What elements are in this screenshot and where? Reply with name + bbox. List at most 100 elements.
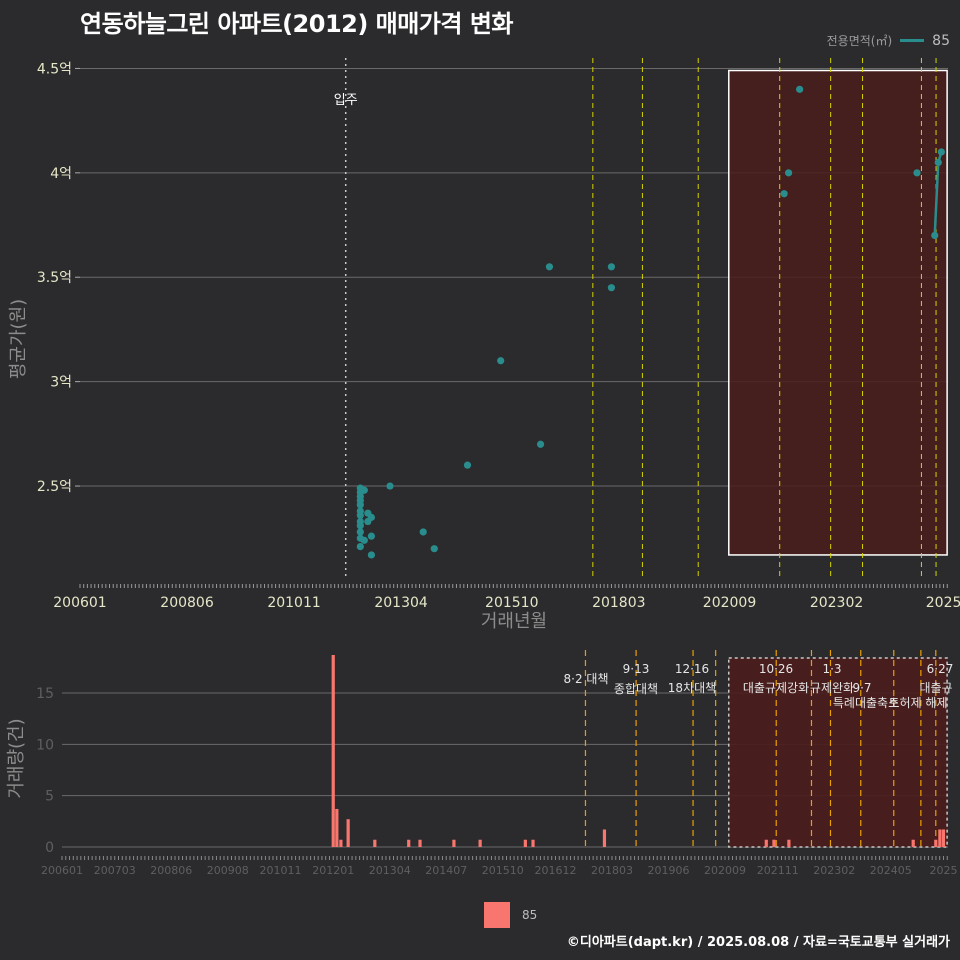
scatter-point: [419, 528, 427, 536]
bar-highlight-box: [728, 657, 948, 848]
scatter-point: [360, 536, 368, 544]
scatter-y-tick-label: 4.5억: [37, 61, 72, 77]
scatter-x-tick-label: 202009: [703, 595, 756, 611]
bar-x-tick-label: 202302: [813, 864, 855, 877]
scatter-point: [607, 263, 616, 271]
scatter-x-tick-label: 200601: [53, 595, 106, 611]
policy-label: 18차대책: [668, 680, 716, 695]
scatter-y-tick-label: 3.5억: [37, 270, 72, 286]
scatter-x-tick-label: 201304: [374, 595, 428, 611]
policy-label: 9·13: [623, 662, 650, 676]
scatter-point: [784, 169, 793, 177]
scatter-x-axis-title: 거래년월: [481, 611, 547, 632]
bar: [478, 839, 482, 847]
footer-credit: ©디아파트(dapt.kr) / 2025.08.08 / 자료=국토교통부 실…: [566, 935, 950, 950]
bar: [531, 839, 535, 847]
bar: [331, 655, 335, 847]
scatter-point: [356, 507, 364, 515]
scatter-point: [931, 231, 939, 240]
legend-label: 85: [932, 32, 950, 49]
policy-label: 토허제 해제: [888, 696, 947, 710]
bar-x-tick-label: 200806: [150, 864, 192, 877]
policy-label: 대출규제강화: [743, 681, 809, 695]
bar: [911, 839, 915, 847]
bar-x-tick-label: 201906: [647, 864, 689, 877]
bar: [934, 839, 938, 847]
policy-label: 1·3: [822, 662, 841, 676]
bar: [938, 829, 942, 847]
bar: [339, 839, 343, 847]
scatter-point: [367, 513, 375, 521]
bar: [764, 839, 768, 847]
scatter-y-tick-label: 3억: [50, 375, 72, 391]
policy-label: 종합대책: [614, 681, 658, 696]
scatter-point: [536, 440, 545, 448]
scatter-point: [356, 528, 364, 536]
scatter-y-tick-label: 2.5억: [37, 479, 72, 495]
bar: [772, 839, 776, 847]
scatter-x-tick-label: 202302: [810, 595, 863, 611]
scatter-x-tick-label: 201011: [267, 595, 320, 611]
bar-x-tick-label: 202111: [757, 864, 799, 877]
scatter-point: [934, 158, 942, 166]
scatter-point: [356, 517, 364, 526]
bar-x-tick-label: 201612: [534, 864, 576, 877]
bar-x-tick-label: 200703: [94, 864, 136, 877]
bar: [407, 839, 411, 847]
policy-label: 규제완화: [810, 681, 854, 695]
legend-bar-label: 85: [522, 908, 538, 922]
bar-x-tick-label: 201304: [369, 864, 411, 877]
policy-label: 6·27: [927, 662, 954, 676]
scatter-point: [497, 357, 505, 365]
scatter-y-tick-label: 4억: [50, 166, 72, 182]
scatter-point: [360, 486, 368, 494]
policy-label: 특례대출축소: [833, 696, 899, 710]
bar-x-tick-label: 202405: [870, 864, 912, 877]
bar: [941, 829, 946, 847]
bar-y-tick-label: 0: [45, 840, 54, 856]
bar-x-tick-label: 200908: [207, 864, 249, 877]
policy-label: 10·26: [759, 662, 793, 676]
scatter-x-tick-label: 200806: [160, 595, 214, 611]
bar-x-tick-label: 201803: [591, 864, 633, 877]
scatter-point: [545, 263, 554, 271]
scatter-point: [356, 542, 364, 551]
move-in-label: 입주: [334, 93, 358, 108]
policy-label: 12·16: [675, 662, 709, 676]
policy-label: 9·7: [852, 681, 871, 695]
bar-y-tick-label: 5: [45, 789, 54, 805]
chart-title: 연동하늘그린 아파트(2012) 매매가격 변화: [80, 10, 514, 38]
bar: [373, 839, 377, 847]
scatter-x-tick-label: 201510: [485, 595, 538, 611]
scatter-highlight-box: [728, 69, 948, 556]
bar: [418, 839, 422, 847]
scatter-point: [367, 551, 375, 559]
bar-y-axis-title: 거래량(건): [6, 718, 27, 798]
scatter-point: [367, 532, 375, 540]
legend-line-swatch: [900, 39, 925, 42]
legend-bottom: 85: [484, 902, 537, 928]
policy-label: 대출규: [919, 681, 952, 695]
legend-top: 전용면적(㎡) 85: [827, 32, 950, 49]
bar-x-tick-label: 201510: [482, 864, 524, 877]
bar-x-tick-label: 2025: [929, 864, 957, 877]
scatter-point: [913, 169, 921, 177]
bar-x-tick-label: 201011: [259, 864, 301, 877]
bar: [602, 829, 607, 847]
bar: [452, 839, 456, 847]
bar-x-tick-label: 202009: [704, 864, 746, 877]
scatter-y-axis-title: 평균가(원): [8, 299, 29, 379]
scatter-x-tick-label: 2025: [926, 595, 960, 611]
bar-x-tick-label: 201407: [425, 864, 467, 877]
scatter-point: [937, 148, 945, 156]
bar: [346, 819, 350, 847]
scatter-point: [386, 482, 394, 490]
scatter-x-tick-label: 201803: [592, 595, 645, 611]
legend-title: 전용면적(㎡): [826, 34, 893, 48]
legend-bar-swatch: [484, 902, 510, 928]
bar: [523, 839, 527, 847]
bar-x-tick-label: 200601: [41, 864, 83, 877]
scatter-point: [780, 190, 788, 198]
bar: [787, 839, 791, 847]
